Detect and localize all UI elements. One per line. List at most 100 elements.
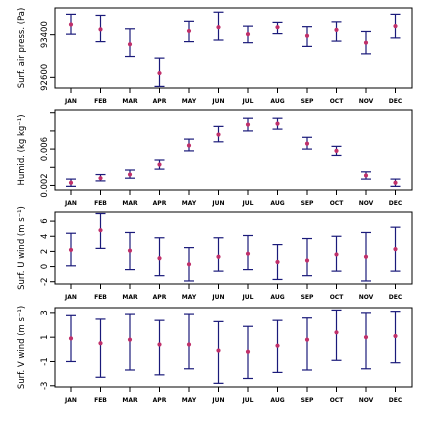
mean-marker: [216, 254, 221, 259]
mean-marker: [275, 259, 280, 265]
surface-v-wind-errorbar: [331, 309, 342, 361]
humidity-errorbar: [331, 145, 342, 157]
humidity-errorbar: [95, 173, 106, 182]
surface-u-wind-xtick-label: NOV: [359, 294, 374, 301]
surface-air-pressure-errorbar: [125, 28, 135, 58]
surface-u-wind-xtick-label: DEC: [389, 294, 403, 301]
surface-air-pressure-xtick-label: AUG: [270, 98, 284, 105]
surface-air-pressure-errorbar: [361, 30, 371, 55]
surface-v-wind-frame: [54, 307, 413, 388]
surface-v-wind-errorbar: [243, 325, 253, 380]
surface-u-wind-ytick-label: 6: [40, 218, 50, 223]
surface-air-pressure-xtick-label: DEC: [389, 98, 403, 105]
surface-air-pressure-xtick-label: NOV: [359, 98, 374, 105]
mean-marker: [245, 251, 251, 256]
mean-marker: [334, 252, 339, 257]
surface-air-pressure-errorbar: [302, 26, 312, 48]
humidity-errorbar: [66, 178, 76, 187]
surface-u-wind-xtick-label: SEP: [301, 294, 314, 301]
panel-surface-v-wind: -3 -1 1 3 Surf. V wind (m s⁻¹) JAN FEB MAR APR MA…: [17, 306, 413, 404]
surface-air-pressure-errorbar: [243, 25, 253, 44]
surface-v-wind-xtick-label: SEP: [301, 397, 314, 404]
humidity-xtick-label: JAN: [64, 200, 77, 207]
humidity-errorbar: [390, 178, 401, 187]
surface-u-wind-xtick-label: MAR: [122, 294, 138, 301]
surface-air-pressure-errorbar: [272, 21, 283, 35]
surface-v-wind-xtick-label: MAY: [182, 397, 197, 404]
mean-marker: [186, 143, 192, 148]
humidity-ytick-label: 0.006: [40, 137, 50, 161]
surface-v-wind-ytick-label: 1: [40, 334, 50, 339]
mean-marker: [127, 248, 133, 253]
surface-v-wind-xtick-label: JUL: [242, 397, 254, 404]
surface-air-pressure-errorbar: [331, 21, 342, 42]
surface-v-wind-errorbar: [125, 313, 135, 371]
surface-v-wind-xtick-label: JUN: [211, 397, 224, 404]
mean-marker: [363, 40, 369, 45]
surface-air-pressure-errorbar: [66, 13, 76, 35]
surface-v-wind-errorbar: [272, 319, 283, 374]
mean-marker: [304, 33, 310, 38]
surface-v-wind-ytick-label: -1: [40, 357, 50, 365]
mean-marker: [304, 141, 310, 146]
surface-u-wind-xtick-label: OCT: [330, 294, 345, 301]
surface-air-pressure-errorbar: [213, 11, 224, 41]
mean-marker: [157, 256, 162, 261]
humidity-errorbar: [154, 159, 165, 170]
surface-air-pressure-xtick-label: JUN: [211, 98, 224, 105]
humidity-errorbar: [125, 169, 135, 179]
panel-surface-u-wind: -2 0 2 4 6 Surf. U wind (m s⁻¹) JAN FEB MAR APR MA…: [17, 206, 413, 301]
panel-humidity: 0.002 0.006 Humid. (kg kg⁻¹) JAN FEB MAR APR MA…: [17, 109, 413, 207]
mean-marker: [68, 22, 74, 27]
surface-u-wind-xtick-label: AUG: [270, 294, 284, 301]
mean-marker: [393, 247, 398, 252]
humidity-errorbar: [302, 136, 312, 150]
humidity-xtick-label: JUN: [211, 200, 224, 207]
surface-air-pressure-errorbar: [390, 13, 401, 39]
surface-u-wind-errorbar: [302, 237, 312, 277]
surface-u-wind-errorbar: [272, 243, 283, 281]
surface-u-wind-errorbar: [125, 231, 135, 271]
mean-marker: [334, 27, 339, 32]
mean-marker: [127, 337, 133, 342]
humidity-errorbar: [243, 117, 253, 132]
mean-marker: [245, 349, 251, 354]
surface-v-wind-xtick-label: APR: [153, 397, 167, 404]
surface-air-pressure-xtick-label: MAY: [182, 98, 197, 105]
mean-marker: [186, 262, 192, 267]
surface-v-wind-ytick-label: -3: [40, 382, 50, 390]
surface-u-wind-ytick-label: 4: [40, 234, 50, 239]
surface-u-wind-ytick-label: 0: [40, 264, 50, 269]
surface-u-wind-errorbar: [243, 234, 253, 271]
surface-air-pressure-errorbar: [95, 14, 106, 43]
mean-marker: [393, 24, 398, 29]
mean-marker: [68, 180, 74, 185]
surface-air-pressure-frame: [54, 7, 413, 89]
surface-v-wind-xtick-label: OCT: [330, 397, 345, 404]
mean-marker: [68, 336, 74, 341]
surface-u-wind-xtick-label: FEB: [94, 294, 107, 301]
mean-marker: [98, 228, 103, 233]
surface-u-wind-ytick-label: -2: [40, 277, 50, 285]
surface-u-wind-ylabel: Surf. U wind (m s⁻¹): [17, 206, 27, 290]
surface-v-wind-errorbar: [390, 311, 401, 364]
surface-air-pressure-xtick-label: JAN: [64, 98, 77, 105]
mean-marker: [363, 173, 369, 178]
mean-marker: [216, 348, 221, 353]
surface-u-wind-errorbar: [361, 231, 371, 282]
mean-marker: [334, 330, 339, 335]
surface-u-wind-xtick-label: JAN: [64, 294, 77, 301]
mean-marker: [127, 172, 133, 177]
surface-v-wind-errorbar: [184, 313, 194, 370]
surface-u-wind-errorbar: [390, 226, 401, 272]
surface-v-wind-errorbar: [361, 312, 371, 370]
mean-marker: [68, 247, 74, 252]
surface-u-wind-xtick-label: MAY: [182, 294, 197, 301]
surface-air-pressure-xtick-label: JUL: [242, 98, 254, 105]
surface-u-wind-xtick-label: JUN: [211, 294, 224, 301]
surface-v-wind-errorbar: [154, 319, 165, 376]
surface-u-wind-errorbar: [95, 212, 106, 249]
mean-marker: [393, 180, 398, 185]
surface-u-wind-ytick-label: 2: [40, 249, 50, 254]
humidity-xtick-label: SEP: [301, 200, 314, 207]
